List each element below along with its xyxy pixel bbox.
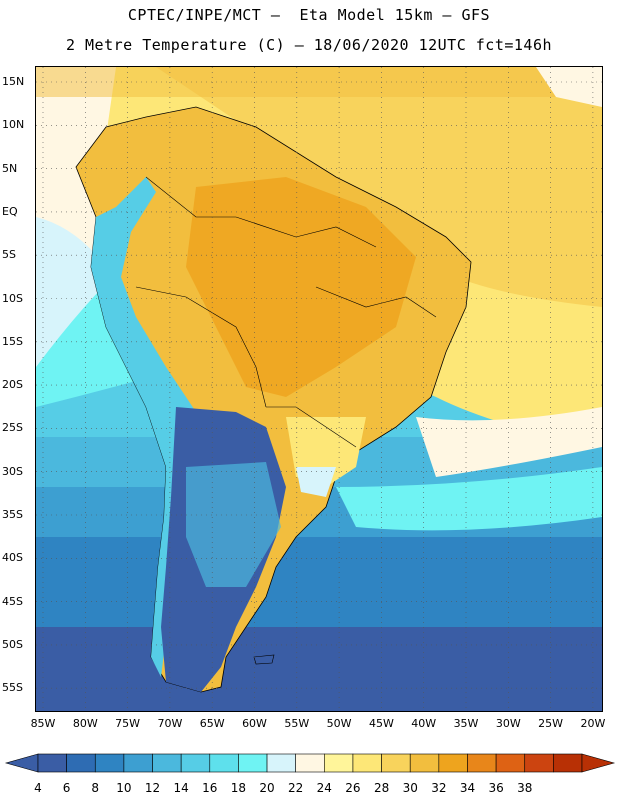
chart-title-line2: 2 Metre Temperature (C) — 18/06/2020 12U… [65, 36, 553, 54]
colorbar-label: 20 [259, 781, 275, 795]
colorbar-segment [180, 753, 211, 773]
colorbar-segment [37, 753, 67, 773]
lon-label-50w: 50W [326, 717, 352, 730]
uruguay-cool [296, 467, 336, 497]
lat-label-25s: 25S [2, 421, 23, 435]
border-south [266, 406, 357, 448]
lat-label-10n: 10N [2, 118, 25, 132]
colorbar-label: 24 [316, 781, 332, 795]
ocean-band-south-18 [336, 467, 602, 531]
colorbar-high-arrow [581, 753, 616, 773]
colorbar-label: 8 [91, 781, 100, 795]
colorbar-label: 36 [488, 781, 504, 795]
colorbar-segment [381, 753, 411, 773]
lon-label-80w: 80W [72, 717, 98, 730]
lon-label-30w: 30W [495, 717, 521, 730]
colorbar-segment [524, 753, 554, 773]
colorbar-segment [123, 753, 153, 773]
colorbar-label: 38 [517, 781, 533, 795]
temperature-map [36, 67, 602, 711]
lat-label-20s: 20S [2, 378, 23, 392]
colorbar-segment [266, 753, 296, 773]
colorbar-label: 6 [62, 781, 71, 795]
lon-label-35w: 35W [453, 717, 479, 730]
colorbar-segment [209, 753, 239, 773]
lon-label-75w: 75W [115, 717, 141, 730]
lon-label-60w: 60W [242, 717, 267, 730]
colorbar-segment [238, 753, 268, 773]
colorbar-label: 4 [34, 781, 42, 795]
lon-label-40w: 40W [411, 717, 437, 730]
lat-label-15s: 15S [2, 334, 23, 348]
colorbar-segment [152, 753, 182, 773]
lat-label-10s: 10S [2, 291, 23, 305]
colorbar-segment [66, 753, 96, 773]
colorbar-label: 34 [459, 781, 476, 795]
lat-label-35s: 35S [2, 508, 23, 521]
colorbar-label: 26 [345, 781, 361, 795]
lat-label-45s: 45S [2, 594, 23, 608]
border-west [135, 286, 267, 408]
lat-label-40s: 40S [2, 551, 23, 565]
colorbar-label: 14 [173, 781, 189, 795]
falkland-islands [253, 654, 275, 665]
colorbar-low-arrow [4, 753, 39, 773]
map-canvas [36, 67, 602, 711]
andes-cold-strip [91, 177, 206, 677]
ocean-band-28 [156, 67, 602, 307]
colorbar-segment [495, 753, 526, 773]
colorbar-segment [324, 753, 354, 773]
colorbar-label: 32 [431, 781, 447, 795]
colorbar-segment [438, 753, 468, 773]
colorbar-segment [94, 753, 125, 773]
lat-label-eq: EQ [2, 204, 18, 218]
colorbar-segment [352, 753, 382, 773]
colorbar-label: 22 [288, 781, 304, 795]
border-north [145, 176, 377, 248]
lat-label-55s: 55S [2, 681, 23, 695]
lon-label-70w: 70W [157, 717, 183, 730]
color-legend-bar [4, 753, 616, 773]
colorbar-segment [553, 753, 583, 773]
colorbar-label: 18 [230, 781, 247, 795]
lon-label-20w: 20W [580, 717, 606, 730]
colorbar-segment [409, 753, 440, 773]
colorbar-label: 12 [144, 781, 161, 795]
lat-label-5s: 5S [2, 248, 16, 262]
lat-label-50s: 50S [2, 637, 23, 651]
ocean-warm-streak [416, 407, 602, 477]
lat-label-15n: 15N [2, 75, 25, 88]
colorbar-label: 30 [402, 781, 418, 795]
patagonia-mid [186, 462, 281, 587]
colorbar-label: 16 [202, 781, 218, 795]
lat-label-5n: 5N [2, 161, 18, 175]
colorbar-label: 10 [116, 781, 132, 795]
lon-label-85w: 85W [30, 717, 56, 730]
lon-label-25w: 25W [538, 717, 564, 730]
lon-label-55w: 55W [284, 717, 310, 730]
colorbar-label: 28 [373, 781, 390, 795]
lat-label-30s: 30S [2, 464, 23, 478]
lon-label-65w: 65W [199, 717, 225, 730]
border-brazil-states [315, 286, 437, 318]
chart-title-line1: CPTEC/INPE/MCT — Eta Model 15km — GFS [127, 6, 491, 24]
ocean-patch-ne [536, 67, 602, 107]
ocean-band-north [36, 67, 602, 97]
colorbar-segment [467, 753, 497, 773]
lon-label-45w: 45W [368, 717, 394, 730]
colorbar-segment [295, 753, 325, 773]
